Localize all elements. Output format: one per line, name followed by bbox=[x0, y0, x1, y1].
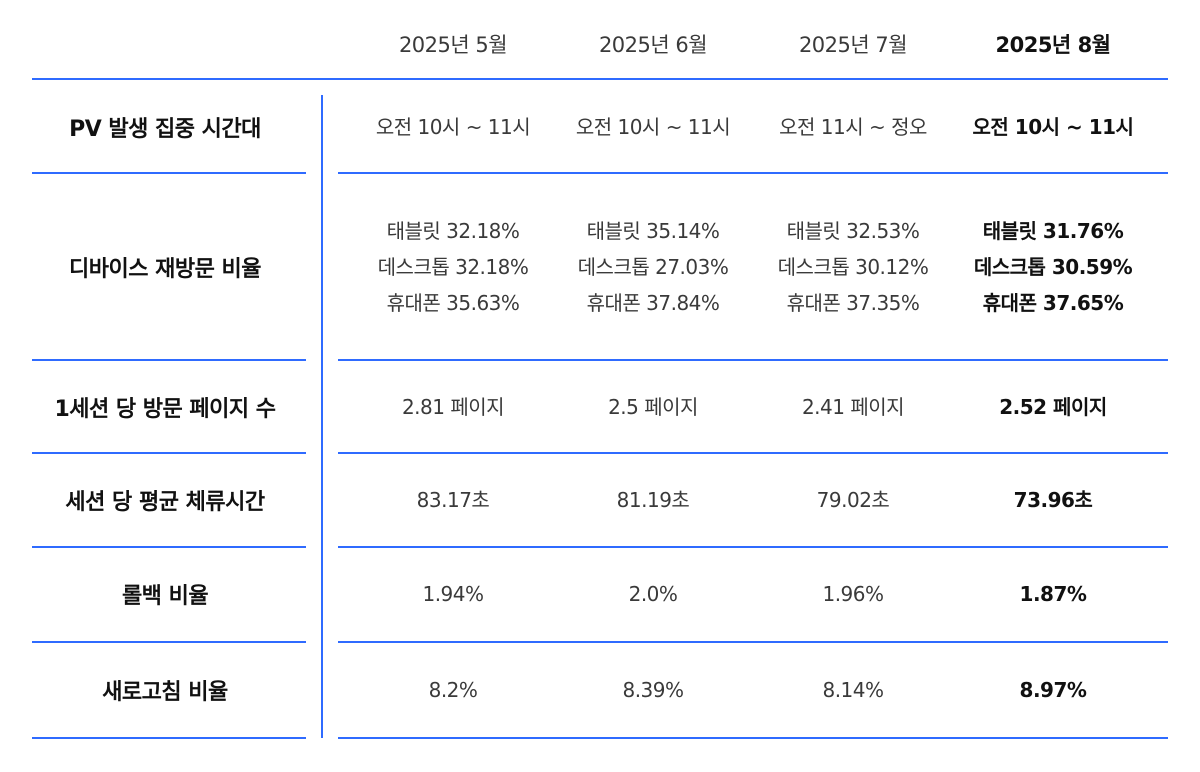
cell-line: 2.52 페이지 bbox=[999, 395, 1107, 419]
row-divider bbox=[338, 737, 1168, 739]
column-header: 2025년 7월 bbox=[798, 33, 908, 57]
table-cell: 오전 10시 ~ 11시 bbox=[353, 109, 553, 145]
column-header: 2025년 6월 bbox=[598, 33, 708, 57]
row-divider bbox=[32, 172, 306, 174]
row-divider bbox=[338, 641, 1168, 643]
cell-line: 휴대폰 35.63% bbox=[386, 291, 520, 315]
row-divider bbox=[338, 359, 1168, 361]
row-label: 롤백 비율 bbox=[121, 584, 209, 609]
column-header: 2025년 8월 bbox=[995, 33, 1111, 57]
table-cell: 오전 10시 ~ 11시 bbox=[553, 109, 753, 145]
row-divider bbox=[32, 452, 306, 454]
table-cell: 8.97% bbox=[953, 672, 1153, 708]
cell-line: 태블릿 35.14% bbox=[586, 219, 720, 243]
row-divider bbox=[32, 737, 306, 739]
cell-line: 83.17초 bbox=[416, 488, 490, 512]
cell-line: 태블릿 31.76% bbox=[982, 219, 1124, 243]
cell-line: 태블릿 32.18% bbox=[386, 219, 520, 243]
table-cell: 태블릿 32.53% 데스크톱 30.12% 휴대폰 37.35% bbox=[753, 213, 953, 321]
table-cell: 73.96초 bbox=[953, 482, 1153, 518]
cell-line: 79.02초 bbox=[816, 488, 890, 512]
table-cell: 2.5 페이지 bbox=[553, 389, 753, 425]
table-cell: 태블릿 35.14% 데스크톱 27.03% 휴대폰 37.84% bbox=[553, 213, 753, 321]
cell-line: 데스크톱 32.18% bbox=[377, 255, 529, 279]
table-cell: 태블릿 32.18% 데스크톱 32.18% 휴대폰 35.63% bbox=[353, 213, 553, 321]
cell-line: 8.14% bbox=[822, 678, 884, 702]
header-divider bbox=[32, 78, 1168, 80]
table-cell: 2.41 페이지 bbox=[753, 389, 953, 425]
row-divider bbox=[32, 546, 306, 548]
row-label: PV 발생 집중 시간대 bbox=[69, 117, 261, 142]
row-divider bbox=[32, 359, 306, 361]
cell-line: 오전 10시 ~ 11시 bbox=[375, 115, 531, 139]
table-cell: 8.14% bbox=[753, 672, 953, 708]
cell-line: 1.96% bbox=[822, 582, 884, 606]
cell-line: 데스크톱 30.12% bbox=[777, 255, 929, 279]
table-cell: 83.17초 bbox=[353, 482, 553, 518]
cell-line: 8.2% bbox=[428, 678, 478, 702]
cell-line: 휴대폰 37.84% bbox=[586, 291, 720, 315]
row-label: 세션 당 평균 체류시간 bbox=[65, 490, 265, 515]
row-divider bbox=[338, 452, 1168, 454]
cell-line: 오전 11시 ~ 정오 bbox=[779, 115, 927, 139]
cell-line: 오전 10시 ~ 11시 bbox=[972, 115, 1134, 139]
table-cell: 2.0% bbox=[553, 576, 753, 612]
table-cell: 2.52 페이지 bbox=[953, 389, 1153, 425]
cell-line: 태블릿 32.53% bbox=[786, 219, 920, 243]
cell-line: 8.39% bbox=[622, 678, 684, 702]
cell-line: 데스크톱 27.03% bbox=[577, 255, 729, 279]
row-label: 1세션 당 방문 페이지 수 bbox=[54, 397, 276, 422]
table-cell: 79.02초 bbox=[753, 482, 953, 518]
cell-line: 1.87% bbox=[1019, 582, 1087, 606]
table-cell: 1.87% bbox=[953, 576, 1153, 612]
cell-line: 2.0% bbox=[628, 582, 678, 606]
cell-line: 2.41 페이지 bbox=[801, 395, 905, 419]
row-divider bbox=[32, 641, 306, 643]
cell-line: 휴대폰 37.35% bbox=[786, 291, 920, 315]
cell-line: 데스크톱 30.59% bbox=[973, 255, 1133, 279]
row-divider bbox=[338, 546, 1168, 548]
table-cell: 2.81 페이지 bbox=[353, 389, 553, 425]
cell-line: 2.5 페이지 bbox=[608, 395, 698, 419]
cell-line: 73.96초 bbox=[1013, 488, 1093, 512]
row-label: 새로고침 비율 bbox=[102, 680, 228, 705]
table-cell: 8.2% bbox=[353, 672, 553, 708]
table-cell: 오전 10시 ~ 11시 bbox=[953, 109, 1153, 145]
table-cell: 1.94% bbox=[353, 576, 553, 612]
table-cell: 태블릿 31.76% 데스크톱 30.59% 휴대폰 37.65% bbox=[953, 213, 1153, 321]
cell-line: 오전 10시 ~ 11시 bbox=[575, 115, 731, 139]
table-cell: 1.96% bbox=[753, 576, 953, 612]
cell-line: 휴대폰 37.65% bbox=[982, 291, 1124, 315]
row-label: 디바이스 재방문 비율 bbox=[69, 257, 261, 282]
table-cell: 81.19초 bbox=[553, 482, 753, 518]
table-cell: 오전 11시 ~ 정오 bbox=[753, 109, 953, 145]
cell-line: 1.94% bbox=[422, 582, 484, 606]
column-divider bbox=[321, 95, 323, 738]
cell-line: 2.81 페이지 bbox=[401, 395, 505, 419]
row-divider bbox=[338, 172, 1168, 174]
column-header: 2025년 5월 bbox=[398, 33, 508, 57]
table-cell: 8.39% bbox=[553, 672, 753, 708]
cell-line: 81.19초 bbox=[616, 488, 690, 512]
cell-line: 8.97% bbox=[1019, 678, 1087, 702]
